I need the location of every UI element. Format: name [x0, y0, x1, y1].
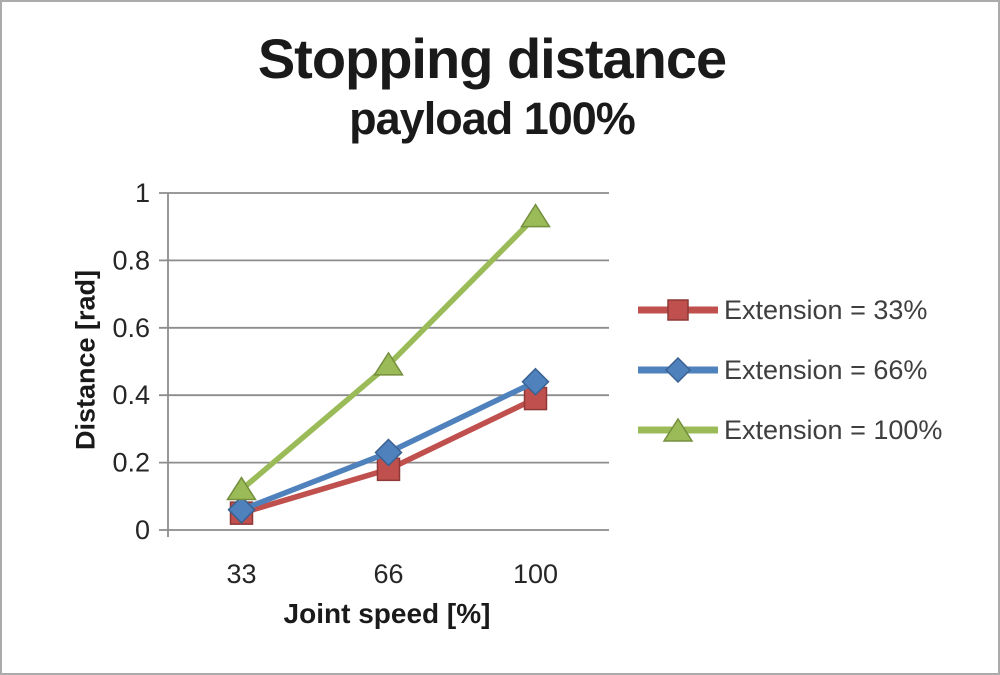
diamond-marker-icon — [374, 438, 403, 467]
diamond-marker-icon — [664, 357, 692, 383]
legend: Extension = 33% Extension = 66% Extension … — [638, 292, 942, 472]
legend-label: Extension = 66% — [724, 354, 928, 385]
y-tick-label: 0.4 — [112, 380, 150, 410]
legend-item: Extension = 100% — [638, 412, 942, 448]
legend-key-square-icon — [638, 299, 718, 321]
triangle-marker-icon — [373, 351, 404, 376]
y-tick-label: 0.2 — [112, 448, 150, 478]
triangle-marker-icon — [662, 417, 694, 442]
legend-label: Extension = 100% — [724, 414, 943, 445]
legend-item: Extension = 33% — [638, 292, 942, 328]
diamond-marker-icon — [521, 367, 550, 396]
legend-key-diamond-icon — [638, 357, 718, 383]
diamond-marker-icon — [227, 495, 256, 524]
legend-item: Extension = 66% — [638, 352, 942, 388]
chart-title: Stopping distance — [257, 27, 727, 90]
x-tick-label: 33 — [226, 559, 256, 589]
legend-key-triangle-icon — [638, 417, 718, 442]
x-tick-label: 66 — [373, 559, 403, 589]
y-tick-label: 0 — [135, 515, 150, 545]
x-tick-label: 100 — [513, 559, 558, 589]
triangle-marker-icon — [520, 203, 551, 228]
y-tick-label: 0.6 — [112, 313, 150, 343]
square-marker-icon — [667, 299, 689, 321]
legend-label: Extension = 33% — [724, 294, 928, 325]
triangle-marker-icon — [226, 476, 257, 501]
y-tick-label: 0.8 — [112, 245, 150, 275]
chart-subtitle: payload 100% — [349, 93, 636, 144]
x-axis-title: Joint speed [%] — [283, 598, 491, 629]
y-tick-label: 1 — [135, 178, 150, 208]
y-axis-title: Distance [rad] — [70, 269, 101, 451]
